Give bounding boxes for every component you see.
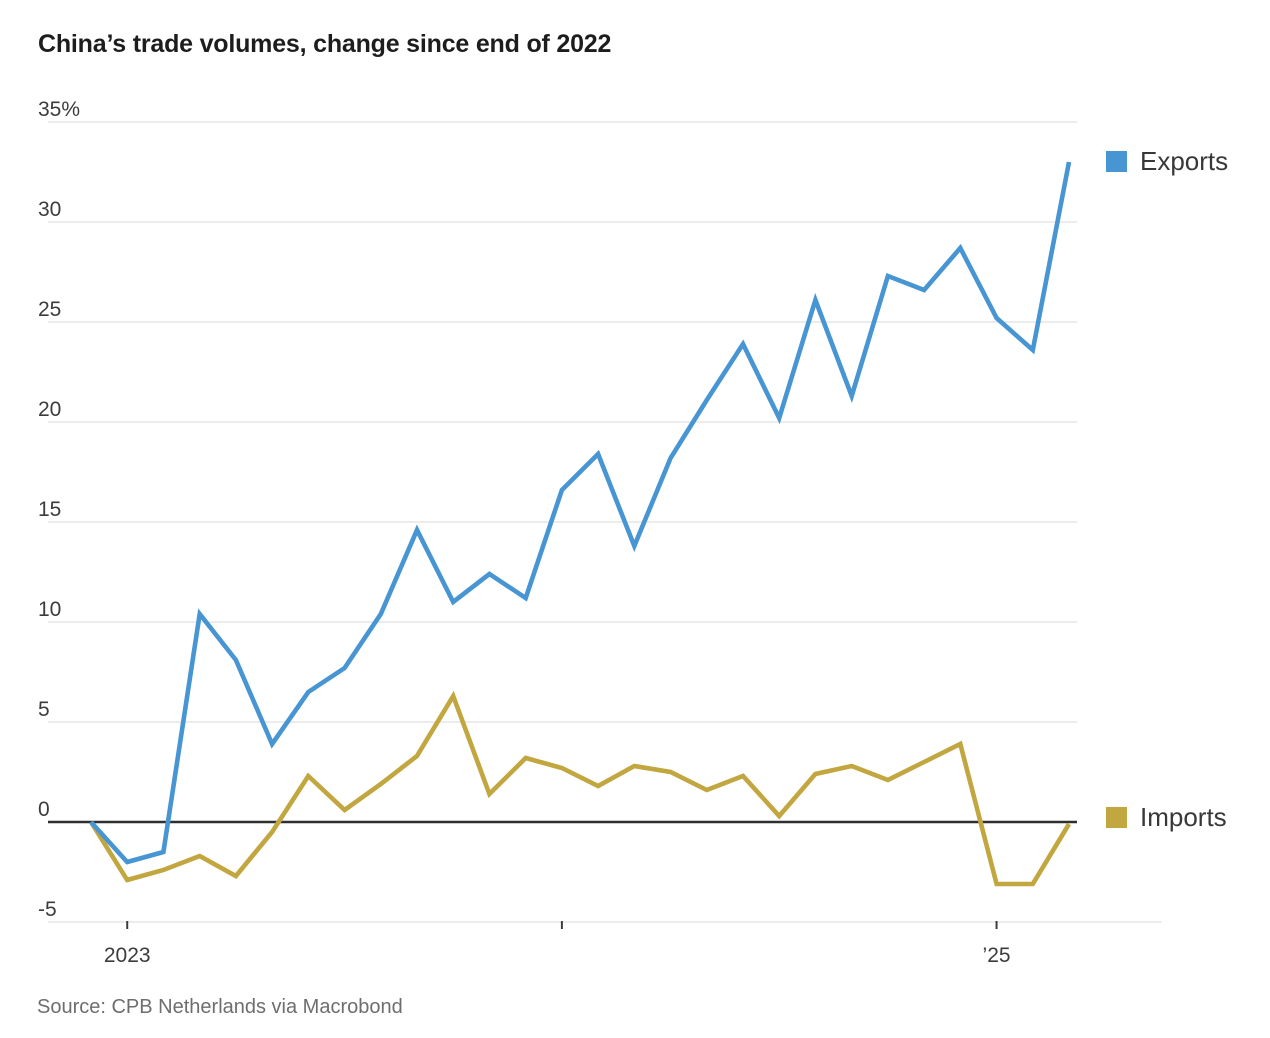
legend-imports-label: Imports	[1140, 802, 1227, 832]
chart-title: China’s trade volumes, change since end …	[38, 30, 612, 58]
y-axis-label: 10	[38, 598, 61, 621]
y-axis-label: 15	[38, 498, 61, 521]
x-axis-label: 2023	[104, 944, 151, 967]
imports-swatch-icon	[1106, 807, 1127, 828]
y-axis-label: 35%	[38, 98, 80, 121]
legend-exports: Exports	[1106, 146, 1228, 177]
legend-exports-label: Exports	[1140, 146, 1229, 176]
y-axis-label: 25	[38, 298, 61, 321]
y-axis-label: 0	[38, 798, 50, 821]
x-axis-label: ’25	[983, 944, 1011, 967]
legend-imports: Imports	[1106, 802, 1227, 833]
exports-line	[89, 161, 1072, 865]
exports-swatch-icon	[1106, 151, 1127, 172]
imports-line	[89, 690, 1071, 887]
y-axis-label: 20	[38, 398, 61, 421]
y-axis-label: 30	[38, 198, 61, 221]
y-axis-label: -5	[38, 898, 57, 921]
source-note: Source: CPB Netherlands via Macrobond	[37, 996, 403, 1018]
y-axis-label: 5	[38, 698, 50, 721]
